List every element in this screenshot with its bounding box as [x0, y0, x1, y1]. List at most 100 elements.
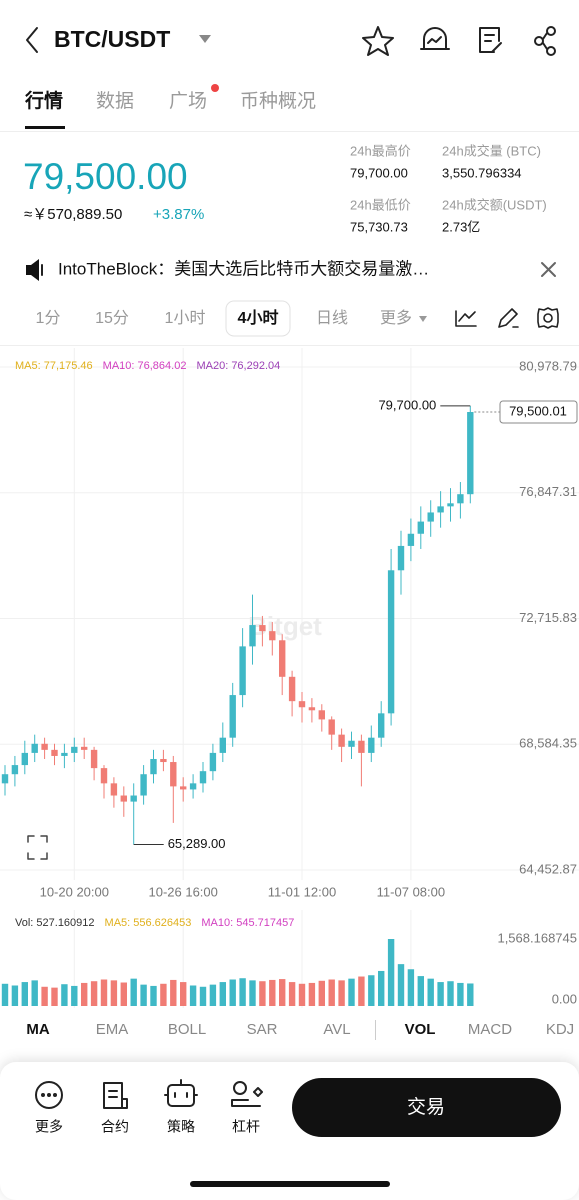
volume-bar	[11, 985, 19, 1006]
candle-body	[269, 631, 276, 641]
x-tick-label: 10-26 16:00	[148, 884, 217, 899]
candle-body	[348, 740, 355, 747]
candle-body	[259, 625, 266, 632]
action-label[interactable]: 杠杆	[232, 1119, 260, 1135]
volume-bar	[358, 976, 365, 1006]
stat-value: 79,700.00	[350, 165, 408, 180]
candle-body	[417, 521, 424, 534]
alert-icon[interactable]	[420, 27, 450, 50]
last-price: 79,500.00	[23, 156, 188, 197]
tab[interactable]: 币种概况	[240, 90, 316, 112]
volume-bar	[328, 979, 335, 1006]
candle-body	[209, 752, 217, 772]
favorite-icon[interactable]	[362, 26, 394, 56]
volume-bar	[1, 983, 9, 1006]
indicator-tab[interactable]: VOL	[405, 1021, 436, 1038]
candle-body	[328, 719, 335, 735]
indicator-tab[interactable]: KDJ	[546, 1021, 574, 1038]
stat-value: 3,550.796334	[442, 165, 522, 180]
indicator-tab[interactable]: AVL	[323, 1021, 350, 1038]
volume-bar	[61, 984, 68, 1006]
stat-value: 2.73亿	[442, 219, 480, 234]
volume-bar	[41, 986, 48, 1006]
volume-bar	[427, 978, 434, 1006]
volume-bar	[120, 982, 127, 1006]
timeframe[interactable]: 15分	[95, 309, 129, 327]
stat-label: 24h最高价	[350, 143, 411, 158]
tab[interactable]: 数据	[96, 90, 134, 112]
volume-bar	[378, 970, 385, 1006]
high-label: 79,700.00	[378, 397, 436, 412]
close-news[interactable]	[541, 262, 556, 277]
volume-bar	[437, 982, 444, 1006]
fullscreen-icon[interactable]	[27, 835, 48, 860]
stat-label: 24h成交量 (BTC)	[442, 143, 541, 158]
news-ticker[interactable]: IntoTheBlock：美国大选后比特币大额交易量激…	[58, 259, 429, 278]
last-price-tag	[499, 400, 578, 424]
candle-body	[279, 640, 286, 677]
volume-bar	[219, 982, 226, 1006]
candle-body	[378, 713, 385, 738]
indicator-tab[interactable]: MA	[26, 1021, 49, 1038]
indicator-tab[interactable]: MACD	[468, 1021, 512, 1038]
draw-tool-icon[interactable]	[498, 308, 519, 328]
indicator-tab[interactable]: BOLL	[168, 1021, 206, 1038]
candle-body	[100, 768, 108, 784]
action-label[interactable]: 策略	[167, 1119, 195, 1135]
indicator-tab[interactable]: EMA	[96, 1021, 129, 1038]
candle-body	[219, 737, 226, 753]
contract-icon[interactable]	[103, 1082, 128, 1109]
trade-button[interactable]	[292, 1078, 561, 1137]
timeframe[interactable]: 日线	[316, 309, 348, 327]
notes-icon[interactable]	[479, 27, 502, 53]
settings-icon[interactable]	[537, 307, 559, 329]
legend-entry: MA10: 76,864.02	[103, 360, 187, 372]
timeframe[interactable]: 4小时	[238, 309, 279, 327]
candle-body	[31, 743, 38, 753]
stat-value: 75,730.73	[350, 219, 408, 234]
timeframe[interactable]: 更多	[380, 309, 412, 327]
candle-body	[407, 533, 415, 546]
more-icon[interactable]	[35, 1081, 63, 1109]
volume-bar	[90, 981, 98, 1006]
pair-title[interactable]: BTC/USDT	[54, 26, 170, 52]
candle-body	[447, 503, 454, 507]
volume-bar	[150, 985, 157, 1006]
share-icon[interactable]	[534, 26, 556, 56]
timeframe[interactable]: 1分	[36, 309, 61, 327]
volume-bar	[298, 983, 306, 1006]
change-percent: +3.87%	[153, 206, 204, 223]
stat-label: 24h最低价	[350, 197, 411, 212]
indicator-tab[interactable]: SAR	[247, 1021, 278, 1038]
divider	[0, 131, 579, 132]
candle-body	[229, 695, 236, 738]
legend-entry: MA20: 76,292.04	[196, 360, 280, 372]
candle-body	[180, 786, 187, 790]
action-label[interactable]: 合约	[101, 1119, 129, 1135]
timeframe[interactable]: 1小时	[165, 309, 206, 327]
dropdown-arrow[interactable]	[419, 316, 427, 322]
strategy-icon[interactable]	[164, 1079, 198, 1107]
action-label[interactable]: 更多	[35, 1119, 63, 1135]
indicator-bar: MA EMA BOLL SAR AVL VOL MACD KDJ	[26, 1021, 574, 1038]
volume-bar	[259, 981, 266, 1006]
chart-type-icon[interactable]	[455, 310, 477, 327]
candle-body	[358, 740, 365, 753]
volume-bar	[209, 984, 217, 1006]
candle-body	[308, 707, 316, 711]
y-tick-label: 64,452.87	[519, 861, 577, 876]
pair-dropdown[interactable]	[199, 35, 211, 43]
x-tick-label: 10-20 20:00	[40, 884, 109, 899]
candle-body	[397, 545, 405, 571]
volume-bar	[51, 987, 58, 1006]
leverage-icon[interactable]	[231, 1081, 263, 1107]
volume-bar	[318, 980, 325, 1006]
trade-button-label[interactable]: 交易	[407, 1096, 445, 1118]
tab[interactable]: 广场	[169, 90, 207, 112]
candle-body	[150, 758, 157, 775]
back-button[interactable]	[26, 27, 38, 53]
volume-bar	[279, 979, 286, 1006]
tab[interactable]: 行情	[24, 89, 63, 112]
candle-body	[457, 494, 464, 504]
